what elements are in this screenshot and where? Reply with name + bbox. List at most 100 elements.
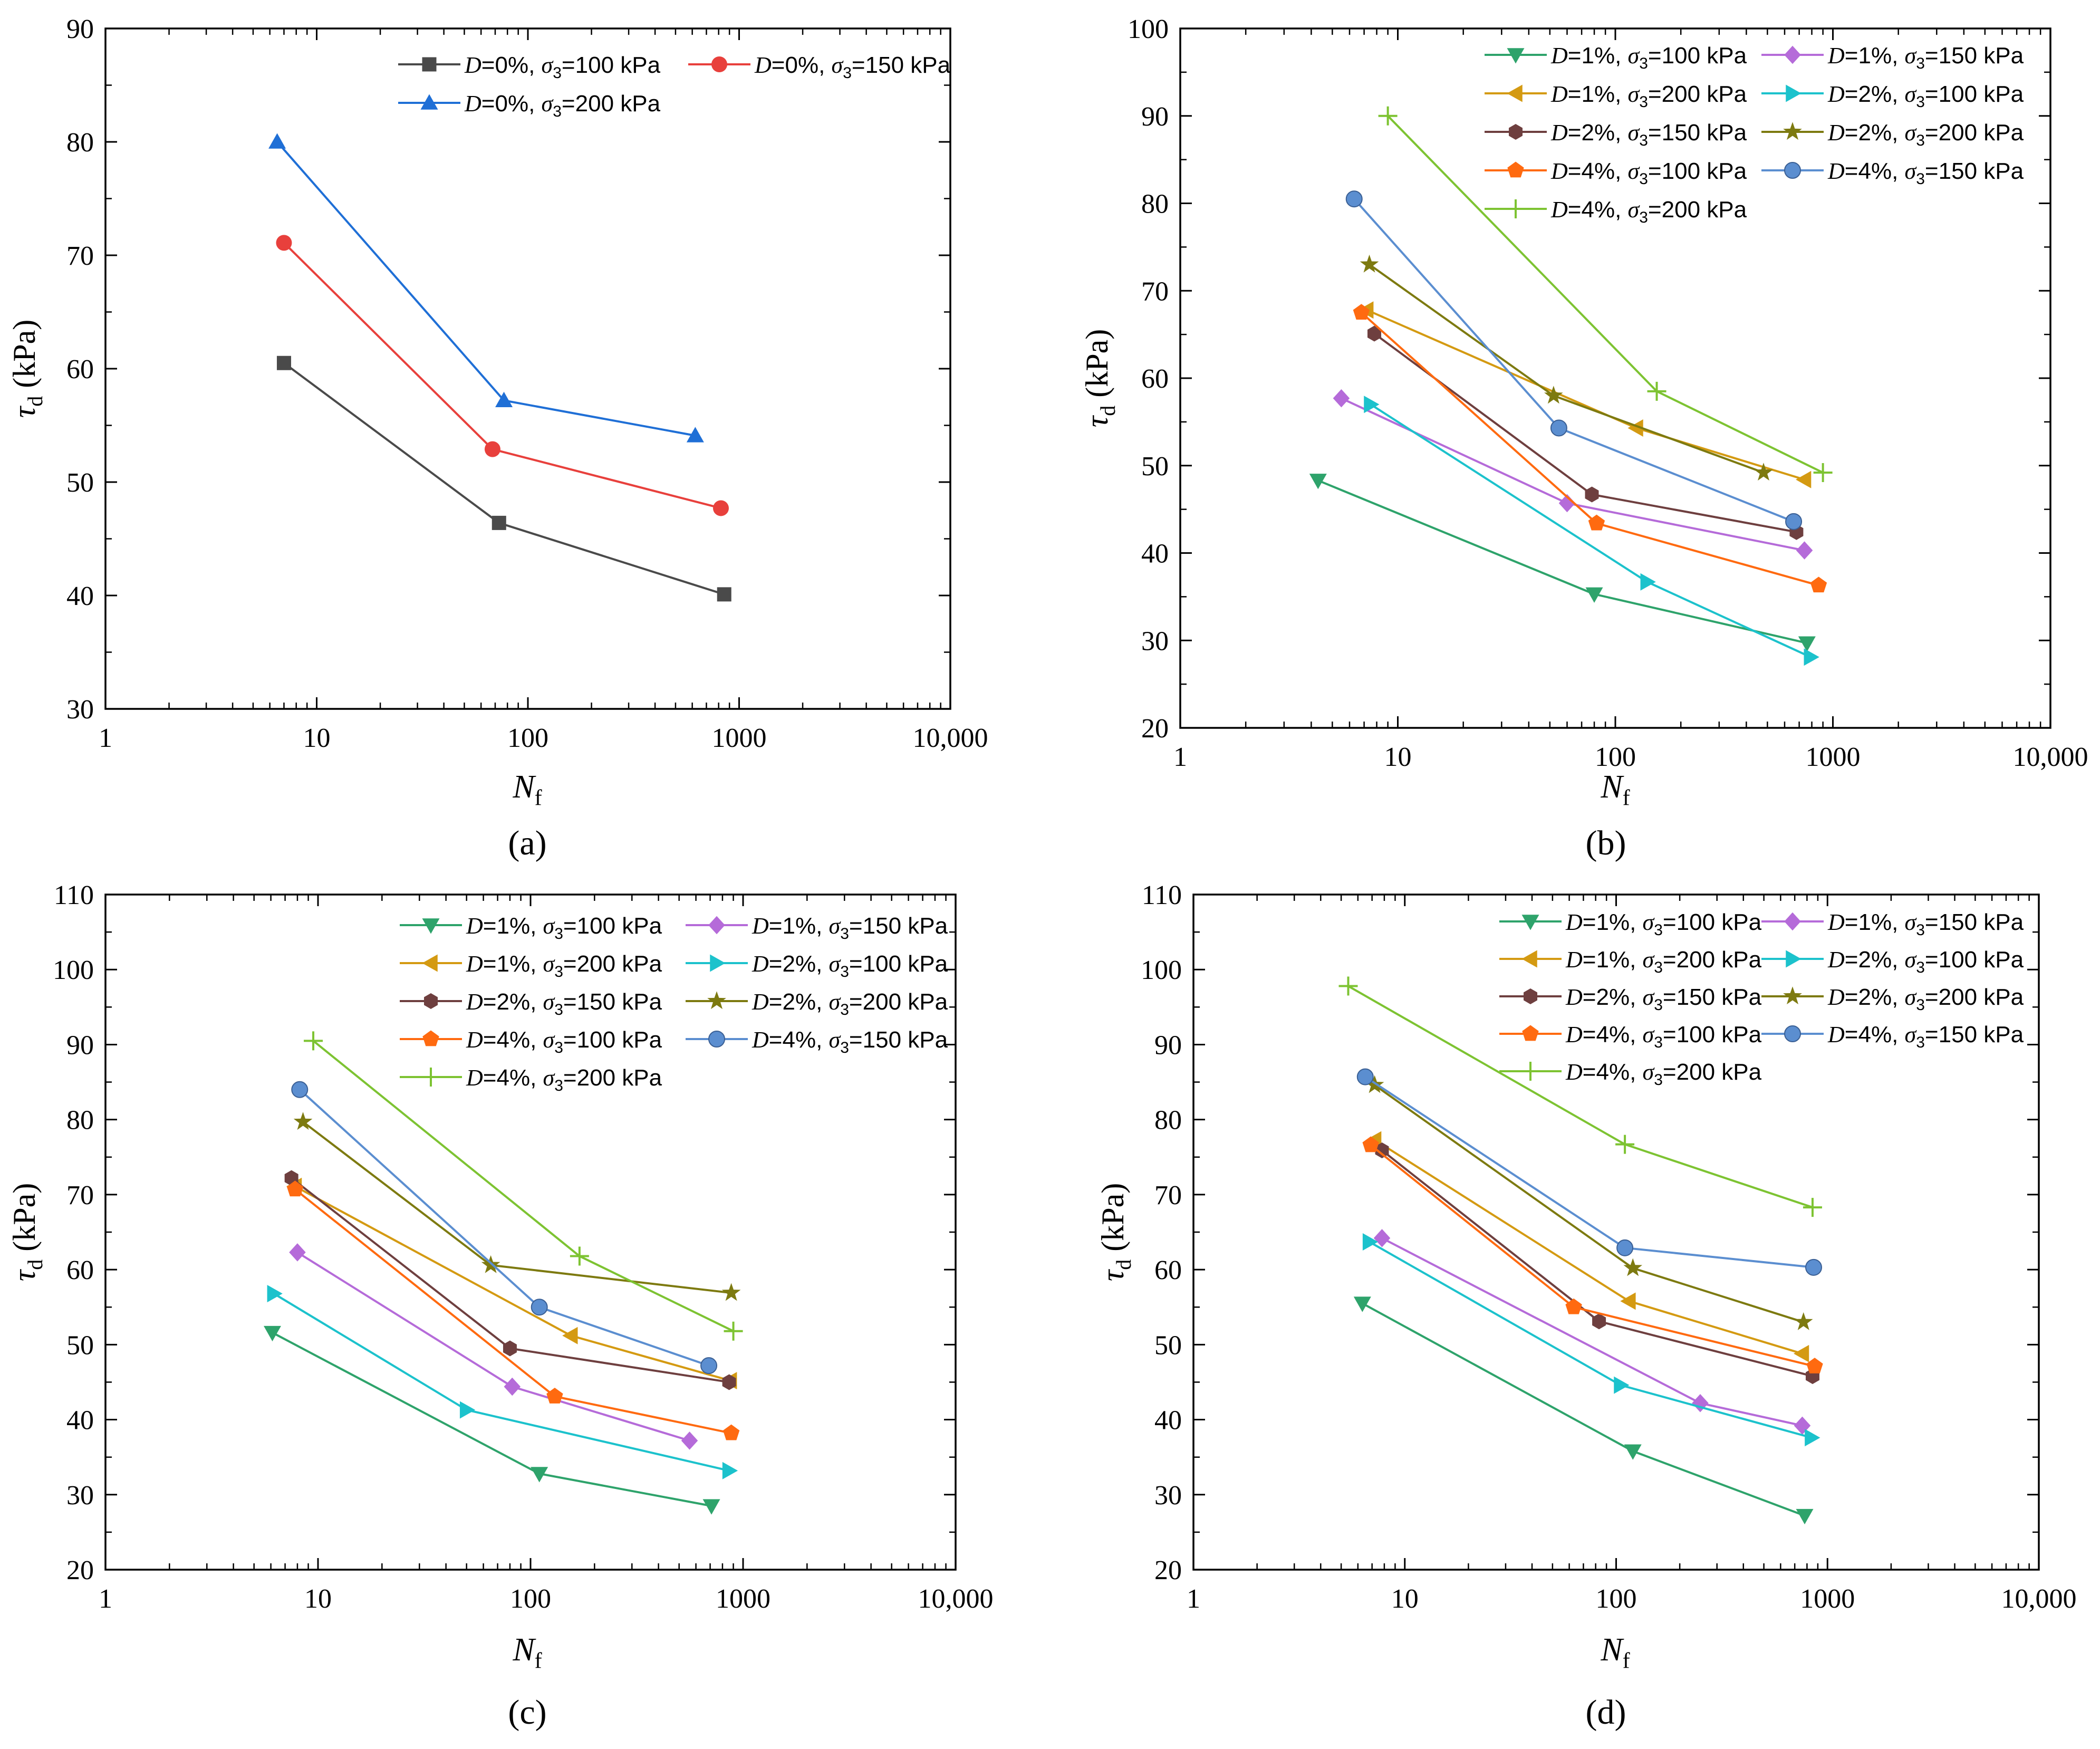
legend-label: D=2%, σ3=100 kPa <box>752 951 948 981</box>
legend-marker <box>1507 48 1525 64</box>
data-point <box>293 1112 313 1130</box>
y-tick-label: 100 <box>1141 955 1182 985</box>
data-point <box>291 1081 309 1098</box>
panel-label: (b) <box>1586 824 1626 862</box>
series-6 <box>286 1180 740 1440</box>
legend-label: D=1%, σ3=100 kPa <box>1565 909 1762 939</box>
data-point <box>1796 541 1813 560</box>
y-tick-label: 60 <box>66 354 94 385</box>
x-axis-title: Nf <box>512 1632 542 1673</box>
series-1 <box>276 235 729 516</box>
legend-marker <box>1784 162 1801 179</box>
series-line <box>1347 985 1813 1208</box>
series-line <box>1373 332 1797 533</box>
y-tick-label: 70 <box>1154 1180 1182 1210</box>
legend-item: D=2%, σ3=100 kPa <box>686 951 948 981</box>
data-point <box>1345 190 1363 208</box>
data-point <box>1338 976 1358 996</box>
x-tick-label: 10 <box>304 1584 332 1614</box>
series-line <box>1369 1241 1812 1439</box>
y-axis-title: τd (kPa) <box>7 1183 47 1281</box>
data-point <box>1616 1239 1634 1256</box>
data-point <box>1810 576 1827 593</box>
legend-marker <box>1507 161 1524 178</box>
data-point <box>1373 1229 1391 1247</box>
legend-item: D=1%, σ3=100 kPa <box>400 913 662 943</box>
data-point <box>1793 1344 1809 1362</box>
legend-item: D=1%, σ3=200 kPa <box>1485 81 1747 111</box>
legend-item: D=2%, σ3=100 kPa <box>1761 81 2024 111</box>
y-tick-label: 100 <box>53 955 94 985</box>
legend-marker <box>1521 1062 1540 1081</box>
series-1 <box>289 1243 698 1450</box>
data-point <box>1364 396 1380 414</box>
series-4 <box>1375 1142 1819 1385</box>
y-tick-label: 110 <box>54 880 94 910</box>
series-line <box>283 242 721 510</box>
data-point <box>1785 513 1803 530</box>
data-point <box>1333 389 1350 408</box>
x-axis-title: Nf <box>1600 769 1630 810</box>
series-3 <box>1364 396 1819 666</box>
y-tick-label: 30 <box>1141 626 1169 656</box>
series-0 <box>263 1325 720 1515</box>
y-tick-label: 50 <box>1154 1330 1182 1360</box>
data-point <box>722 1462 738 1479</box>
legend-label: D=4%, σ3=200 kPa <box>1565 1059 1762 1089</box>
series-line <box>1374 1084 1804 1323</box>
legend-marker <box>710 954 726 972</box>
legend-item: D=2%, σ3=200 kPa <box>1761 120 2024 149</box>
series-3 <box>267 1285 738 1479</box>
series-line <box>276 141 696 437</box>
series-8 <box>304 1031 743 1341</box>
y-tick-label: 50 <box>1141 451 1169 482</box>
y-tick-label: 20 <box>66 1555 94 1585</box>
x-tick-label: 1000 <box>1800 1584 1855 1614</box>
panel-a: 1 10 100 1000 10,000 30 40 50 60 70 80 90 τd (kPa) Nf… <box>7 14 988 862</box>
data-point <box>459 1401 476 1419</box>
legend-item: D=1%, σ3=100 kPa <box>1485 43 1747 72</box>
legend-item: D=4%, σ3=150 kPa <box>686 1027 948 1056</box>
y-tick-label: 40 <box>1141 539 1169 569</box>
legend-item: D=1%, σ3=150 kPa <box>1761 909 2024 939</box>
legend-item: D=2%, σ3=200 kPa <box>686 989 948 1018</box>
legend-marker <box>1784 912 1801 931</box>
y-tick-label: 80 <box>1154 1106 1182 1136</box>
series-line <box>272 1331 712 1507</box>
legend-item: D=1%, σ3=200 kPa <box>1499 947 1762 976</box>
series-8 <box>1378 106 1833 483</box>
legend: D=0%, σ3=100 kPa D=0%, σ3=150 kPa D=0%, σ3… <box>398 52 951 120</box>
legend-label: D=1%, σ3=150 kPa <box>1827 909 2024 939</box>
series-1 <box>1373 1229 1811 1435</box>
series-line <box>1366 309 1805 481</box>
data-point <box>1804 648 1819 666</box>
series-2 <box>1358 301 1812 488</box>
data-point <box>681 1431 698 1450</box>
legend-label: D=4%, σ3=150 kPa <box>1827 1022 2024 1051</box>
data-point <box>1375 1142 1389 1158</box>
legend-label: D=2%, σ3=150 kPa <box>466 989 662 1018</box>
legend-marker <box>1786 950 1802 968</box>
y-tick-label: 80 <box>66 128 94 158</box>
panel-label: (c) <box>508 1693 546 1732</box>
y-tick-label: 70 <box>66 241 94 271</box>
data-point <box>267 1285 283 1303</box>
legend-marker <box>1522 1025 1539 1041</box>
legend: D=1%, σ3=100 kPa D=1%, σ3=150 kPa D=1%, σ3… <box>1499 909 2024 1089</box>
data-point <box>1805 1258 1823 1276</box>
panel-d: 1 10 100 1000 10,0002030405060708090100110τd… <box>1095 880 2077 1732</box>
data-point <box>1588 514 1605 531</box>
y-axis-title: τd (kPa) <box>1080 329 1120 427</box>
data-point <box>700 1357 718 1375</box>
legend-item: D=4%, σ3=150 kPa <box>1761 1022 2024 1051</box>
data-point <box>724 1321 743 1341</box>
x-tick-label: 100 <box>1596 1584 1637 1614</box>
series-4 <box>284 1170 736 1390</box>
series-7 <box>1345 190 1803 530</box>
y-tick-label: 60 <box>66 1255 94 1285</box>
data-point <box>723 1424 740 1440</box>
series-2 <box>1366 1131 1809 1362</box>
legend-marker <box>1784 45 1801 64</box>
data-point <box>1353 1296 1371 1312</box>
